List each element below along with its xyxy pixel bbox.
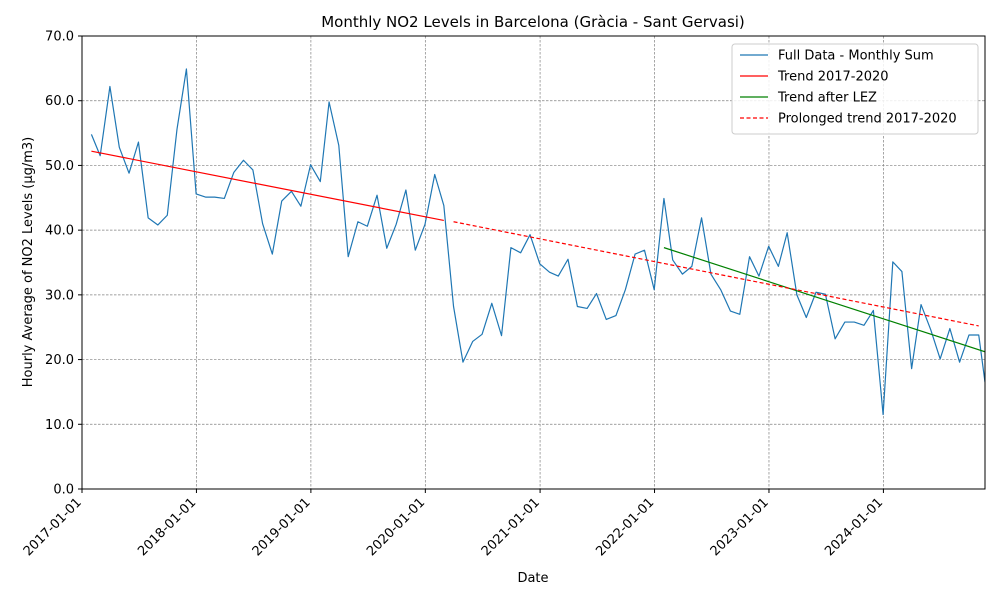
y-tick-label: 60.0 (45, 94, 74, 109)
x-tick-label: 2023-01-01 (708, 495, 772, 559)
series-line-2 (91, 150, 444, 222)
x-axis-label: Date (517, 571, 548, 586)
series-line-1 (90, 68, 985, 416)
series-line-3 (663, 247, 985, 353)
x-tick-label: 2024-01-01 (822, 495, 886, 559)
x-tick-label: 2019-01-01 (250, 495, 314, 559)
legend-label-3: Trend after LEZ (777, 91, 877, 106)
chart-title: Monthly NO2 Levels in Barcelona (Gràcia … (321, 13, 745, 31)
legend-box (731, 43, 979, 135)
y-tick-label: 50.0 (45, 159, 74, 174)
y-tick-label: 10.0 (45, 418, 74, 433)
legend-label-2: Trend 2017-2020 (777, 70, 889, 85)
plot-area (90, 68, 985, 416)
series-line-4 (453, 221, 979, 327)
y-axis-label: Hourly Average of NO2 Levels (µg/m3) (21, 137, 36, 388)
y-tick-label: 20.0 (45, 353, 74, 368)
x-tick-label: 2020-01-01 (364, 495, 428, 559)
legend-label-1: Full Data - Monthly Sum (778, 49, 934, 64)
x-tick-label: 2017-01-01 (21, 495, 85, 559)
y-tick-label: 40.0 (45, 224, 74, 239)
legend: Full Data - Monthly Sum Trend 2017-2020 Tr… (731, 43, 979, 135)
legend-label-4: Prolonged trend 2017-2020 (778, 112, 957, 127)
x-tick-label: 2022-01-01 (593, 495, 657, 559)
y-tick-label: 70.0 (45, 30, 74, 45)
x-tick-label: 2018-01-01 (135, 495, 199, 559)
plot-frame (81, 35, 986, 490)
x-tick-label: 2021-01-01 (479, 495, 543, 559)
y-tick-label: 0.0 (53, 483, 74, 498)
y-tick-label: 30.0 (45, 288, 74, 303)
